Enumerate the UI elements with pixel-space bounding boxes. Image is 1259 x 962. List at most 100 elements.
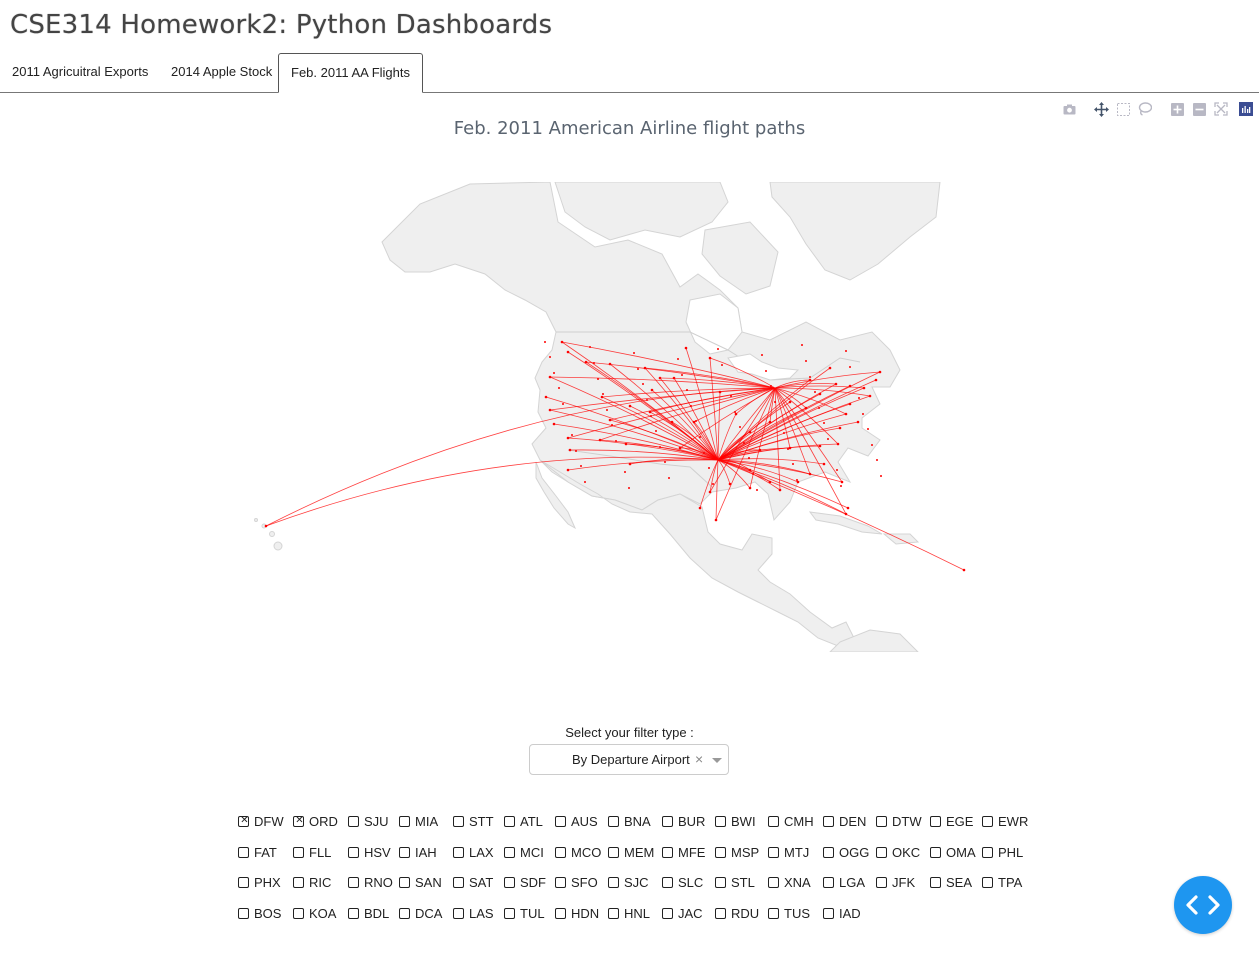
airport-option-dtw[interactable]: DTW: [876, 806, 930, 837]
clear-icon[interactable]: ×: [695, 751, 704, 767]
airport-option-lga[interactable]: LGA: [823, 867, 876, 898]
code-toggle-button[interactable]: [1174, 876, 1232, 934]
airport-option-fat[interactable]: FAT: [238, 837, 293, 868]
airport-option-mem[interactable]: MEM: [608, 837, 662, 868]
airport-option-rno[interactable]: RNO: [348, 867, 399, 898]
checkbox[interactable]: [293, 846, 304, 858]
airport-option-phl[interactable]: PHL: [982, 837, 1034, 868]
checkbox[interactable]: [982, 846, 993, 858]
airport-option-iad[interactable]: IAD: [823, 898, 876, 929]
checkbox[interactable]: [293, 877, 304, 889]
airport-option-oma[interactable]: OMA: [930, 837, 982, 868]
checkbox[interactable]: [399, 815, 410, 827]
checkbox[interactable]: [982, 815, 993, 827]
airport-option-lax[interactable]: LAX: [453, 837, 504, 868]
airport-option-tpa[interactable]: TPA: [982, 867, 1034, 898]
checkbox[interactable]: [715, 877, 726, 889]
airport-option-san[interactable]: SAN: [399, 867, 453, 898]
airport-option-mtj[interactable]: MTJ: [768, 837, 823, 868]
checkbox[interactable]: [453, 907, 464, 919]
airport-option-msp[interactable]: MSP: [715, 837, 768, 868]
airport-option-hdn[interactable]: HDN: [555, 898, 608, 929]
checkbox[interactable]: [555, 907, 566, 919]
checkbox[interactable]: [768, 846, 779, 858]
checkbox[interactable]: [823, 815, 834, 827]
airport-option-mfe[interactable]: MFE: [662, 837, 715, 868]
airport-option-tus[interactable]: TUS: [768, 898, 823, 929]
airport-option-hnl[interactable]: HNL: [608, 898, 662, 929]
flight-map[interactable]: [250, 182, 1010, 652]
checkbox[interactable]: [768, 907, 779, 919]
checkbox[interactable]: [608, 907, 619, 919]
checkbox[interactable]: [238, 815, 250, 827]
camera-icon[interactable]: [1059, 100, 1079, 118]
zoom-out-icon[interactable]: [1189, 100, 1209, 118]
checkbox[interactable]: [399, 877, 410, 889]
checkbox[interactable]: [876, 846, 887, 858]
airport-option-sat[interactable]: SAT: [453, 867, 504, 898]
checkbox[interactable]: [823, 846, 834, 858]
airport-option-xna[interactable]: XNA: [768, 867, 823, 898]
checkbox[interactable]: [453, 846, 464, 858]
airport-option-fll[interactable]: FLL: [293, 837, 348, 868]
checkbox[interactable]: [930, 877, 941, 889]
plotly-logo-icon[interactable]: [1239, 102, 1253, 116]
checkbox[interactable]: [715, 815, 726, 827]
airport-option-hsv[interactable]: HSV: [348, 837, 399, 868]
airport-option-rdu[interactable]: RDU: [715, 898, 768, 929]
checkbox[interactable]: [608, 815, 619, 827]
checkbox[interactable]: [453, 877, 464, 889]
checkbox[interactable]: [399, 846, 410, 858]
checkbox[interactable]: [823, 907, 834, 919]
airport-option-bur[interactable]: BUR: [662, 806, 715, 837]
tab-aa-flights[interactable]: Feb. 2011 AA Flights: [278, 53, 423, 93]
airport-option-dfw[interactable]: DFW: [238, 806, 293, 837]
checkbox[interactable]: [555, 877, 566, 889]
airport-option-bos[interactable]: BOS: [238, 898, 293, 929]
checkbox[interactable]: [555, 846, 566, 858]
airport-option-jfk[interactable]: JFK: [876, 867, 930, 898]
checkbox[interactable]: [399, 907, 410, 919]
checkbox[interactable]: [348, 846, 359, 858]
pan-icon[interactable]: [1091, 100, 1111, 118]
airport-option-bna[interactable]: BNA: [608, 806, 662, 837]
checkbox[interactable]: [293, 907, 304, 919]
checkbox[interactable]: [504, 907, 515, 919]
checkbox[interactable]: [823, 877, 834, 889]
airport-option-tul[interactable]: TUL: [504, 898, 555, 929]
airport-option-bdl[interactable]: BDL: [348, 898, 399, 929]
airport-option-koa[interactable]: KOA: [293, 898, 348, 929]
checkbox[interactable]: [293, 815, 305, 827]
checkbox[interactable]: [715, 907, 726, 919]
checkbox[interactable]: [662, 815, 673, 827]
checkbox[interactable]: [504, 815, 515, 827]
airport-option-mco[interactable]: MCO: [555, 837, 608, 868]
airport-option-stt[interactable]: STT: [453, 806, 504, 837]
airport-option-dca[interactable]: DCA: [399, 898, 453, 929]
zoom-in-icon[interactable]: [1167, 100, 1187, 118]
airport-option-ord[interactable]: ORD: [293, 806, 348, 837]
airport-option-den[interactable]: DEN: [823, 806, 876, 837]
airport-option-stl[interactable]: STL: [715, 867, 768, 898]
airport-option-las[interactable]: LAS: [453, 898, 504, 929]
checkbox[interactable]: [876, 877, 887, 889]
airport-option-iah[interactable]: IAH: [399, 837, 453, 868]
checkbox[interactable]: [238, 907, 249, 919]
checkbox[interactable]: [982, 877, 993, 889]
airport-option-mci[interactable]: MCI: [504, 837, 555, 868]
box-select-icon[interactable]: [1113, 100, 1133, 118]
airport-option-sju[interactable]: SJU: [348, 806, 399, 837]
tab-apple-stock[interactable]: 2014 Apple Stock: [171, 64, 273, 79]
airport-option-sea[interactable]: SEA: [930, 867, 982, 898]
airport-option-okc[interactable]: OKC: [876, 837, 930, 868]
checkbox[interactable]: [608, 877, 619, 889]
checkbox[interactable]: [348, 877, 359, 889]
checkbox[interactable]: [662, 846, 673, 858]
airport-option-slc[interactable]: SLC: [662, 867, 715, 898]
checkbox[interactable]: [555, 815, 566, 827]
checkbox[interactable]: [504, 846, 515, 858]
airport-option-ric[interactable]: RIC: [293, 867, 348, 898]
checkbox[interactable]: [768, 815, 779, 827]
lasso-icon[interactable]: [1135, 100, 1155, 118]
checkbox[interactable]: [504, 877, 515, 889]
